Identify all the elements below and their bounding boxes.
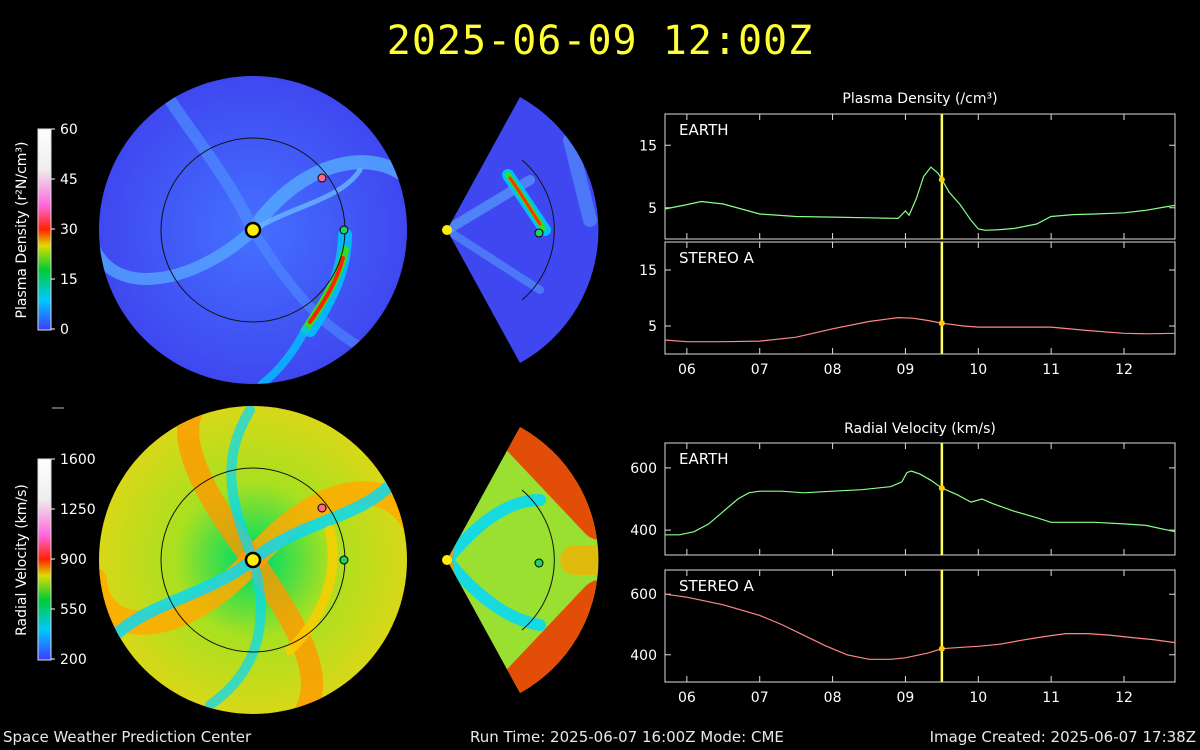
earth-marker-velocity-wedge — [534, 558, 544, 568]
x-tick-label: 06 — [678, 362, 696, 378]
colorbar-tick-label: 1250 — [60, 502, 96, 518]
velocity-stereo-a-panel: 400 600 06 07 08 09 10 11 12 STEREO A — [630, 569, 1176, 706]
stereo-a-marker-density — [317, 173, 327, 183]
current-time-point — [938, 320, 945, 327]
sun-marker-density-wedge — [442, 225, 452, 235]
density-colorbar — [37, 128, 52, 331]
density-earth-panel: 5 15 EARTH — [639, 113, 1176, 240]
series-line — [664, 593, 1176, 660]
velocity-earth-panel: 400 600 EARTH — [630, 442, 1176, 556]
density-meridional-wedge — [447, 97, 599, 363]
footer-run-info: Run Time: 2025-06-07 16:00Z Mode: CME — [470, 728, 784, 746]
series-line — [665, 470, 1176, 536]
current-time-point — [938, 176, 945, 183]
timestamp-title: 2025-06-09 12:00Z — [386, 18, 814, 64]
velocity-colorbar-label: Radial Velocity (km/s) — [14, 484, 30, 636]
x-tick-label: 09 — [897, 690, 915, 706]
x-tick-label: 12 — [1115, 362, 1133, 378]
y-tick-label: 15 — [639, 138, 657, 154]
y-tick-label: 15 — [639, 263, 657, 279]
panel-label: STEREO A — [679, 577, 755, 595]
earth-marker-density-wedge — [534, 228, 544, 238]
y-tick-label: 5 — [648, 201, 657, 217]
density-colorbar-label: Plasma Density (r²N/cm³) — [14, 142, 30, 319]
y-tick-label: 600 — [630, 587, 657, 603]
y-tick-label: 400 — [630, 523, 657, 539]
y-tick-label: 5 — [648, 319, 657, 335]
velocity-colorbar — [37, 458, 52, 661]
panel-label: EARTH — [679, 121, 729, 139]
colorbar-tick-label: 200 — [60, 652, 87, 668]
x-tick-label: 11 — [1042, 362, 1060, 378]
x-tick-label: 06 — [678, 690, 696, 706]
sun-marker-density — [244, 221, 262, 239]
plot-frame — [664, 241, 1176, 355]
x-tick-label: 10 — [969, 362, 987, 378]
sun-marker-velocity-wedge — [442, 555, 452, 565]
velocity-chart-title: Radial Velocity (km/s) — [844, 421, 996, 437]
plot-frame — [664, 113, 1176, 240]
y-tick-label: 400 — [630, 648, 657, 664]
colorbar-tick-label: 1600 — [60, 452, 96, 468]
current-time-point — [938, 645, 945, 652]
stereo-a-marker-velocity — [317, 503, 327, 513]
sun-marker-velocity — [244, 551, 262, 569]
colorbar-tick-label: 900 — [60, 552, 87, 568]
x-tick-label: 08 — [824, 362, 842, 378]
density-stereo-a-panel: 5 15 06 07 08 09 10 11 12 STEREO A — [639, 241, 1176, 378]
colorbar-tick-label: 30 — [60, 222, 78, 238]
panel-label: EARTH — [679, 450, 729, 468]
x-tick-label: 08 — [824, 690, 842, 706]
colorbar-tick-label: 15 — [60, 272, 78, 288]
panel-label: STEREO A — [679, 249, 755, 267]
x-tick-label: 07 — [751, 690, 769, 706]
x-tick-label: 10 — [969, 690, 987, 706]
x-tick-label: 11 — [1042, 690, 1060, 706]
series-line — [664, 316, 1176, 343]
y-tick-label: 600 — [630, 461, 657, 477]
plot-frame — [664, 569, 1176, 683]
colorbar-tick-label: 60 — [60, 122, 78, 138]
x-tick-label: 12 — [1115, 690, 1133, 706]
colorbar-tick-label: 550 — [60, 602, 87, 618]
earth-marker-velocity — [339, 555, 349, 565]
colorbar-tick-label: 0 — [60, 322, 69, 338]
x-tick-label: 07 — [751, 362, 769, 378]
current-time-point — [938, 485, 945, 492]
velocity-meridional-wedge — [447, 427, 599, 693]
density-chart-title: Plasma Density (/cm³) — [842, 91, 997, 107]
colorbar-tick-label: 45 — [60, 172, 78, 188]
x-tick-label: 09 — [897, 362, 915, 378]
footer-organization: Space Weather Prediction Center — [3, 728, 252, 746]
footer-created: Image Created: 2025-06-07 17:38Z — [929, 728, 1196, 746]
plot-frame — [664, 442, 1176, 556]
earth-marker-density — [339, 225, 349, 235]
